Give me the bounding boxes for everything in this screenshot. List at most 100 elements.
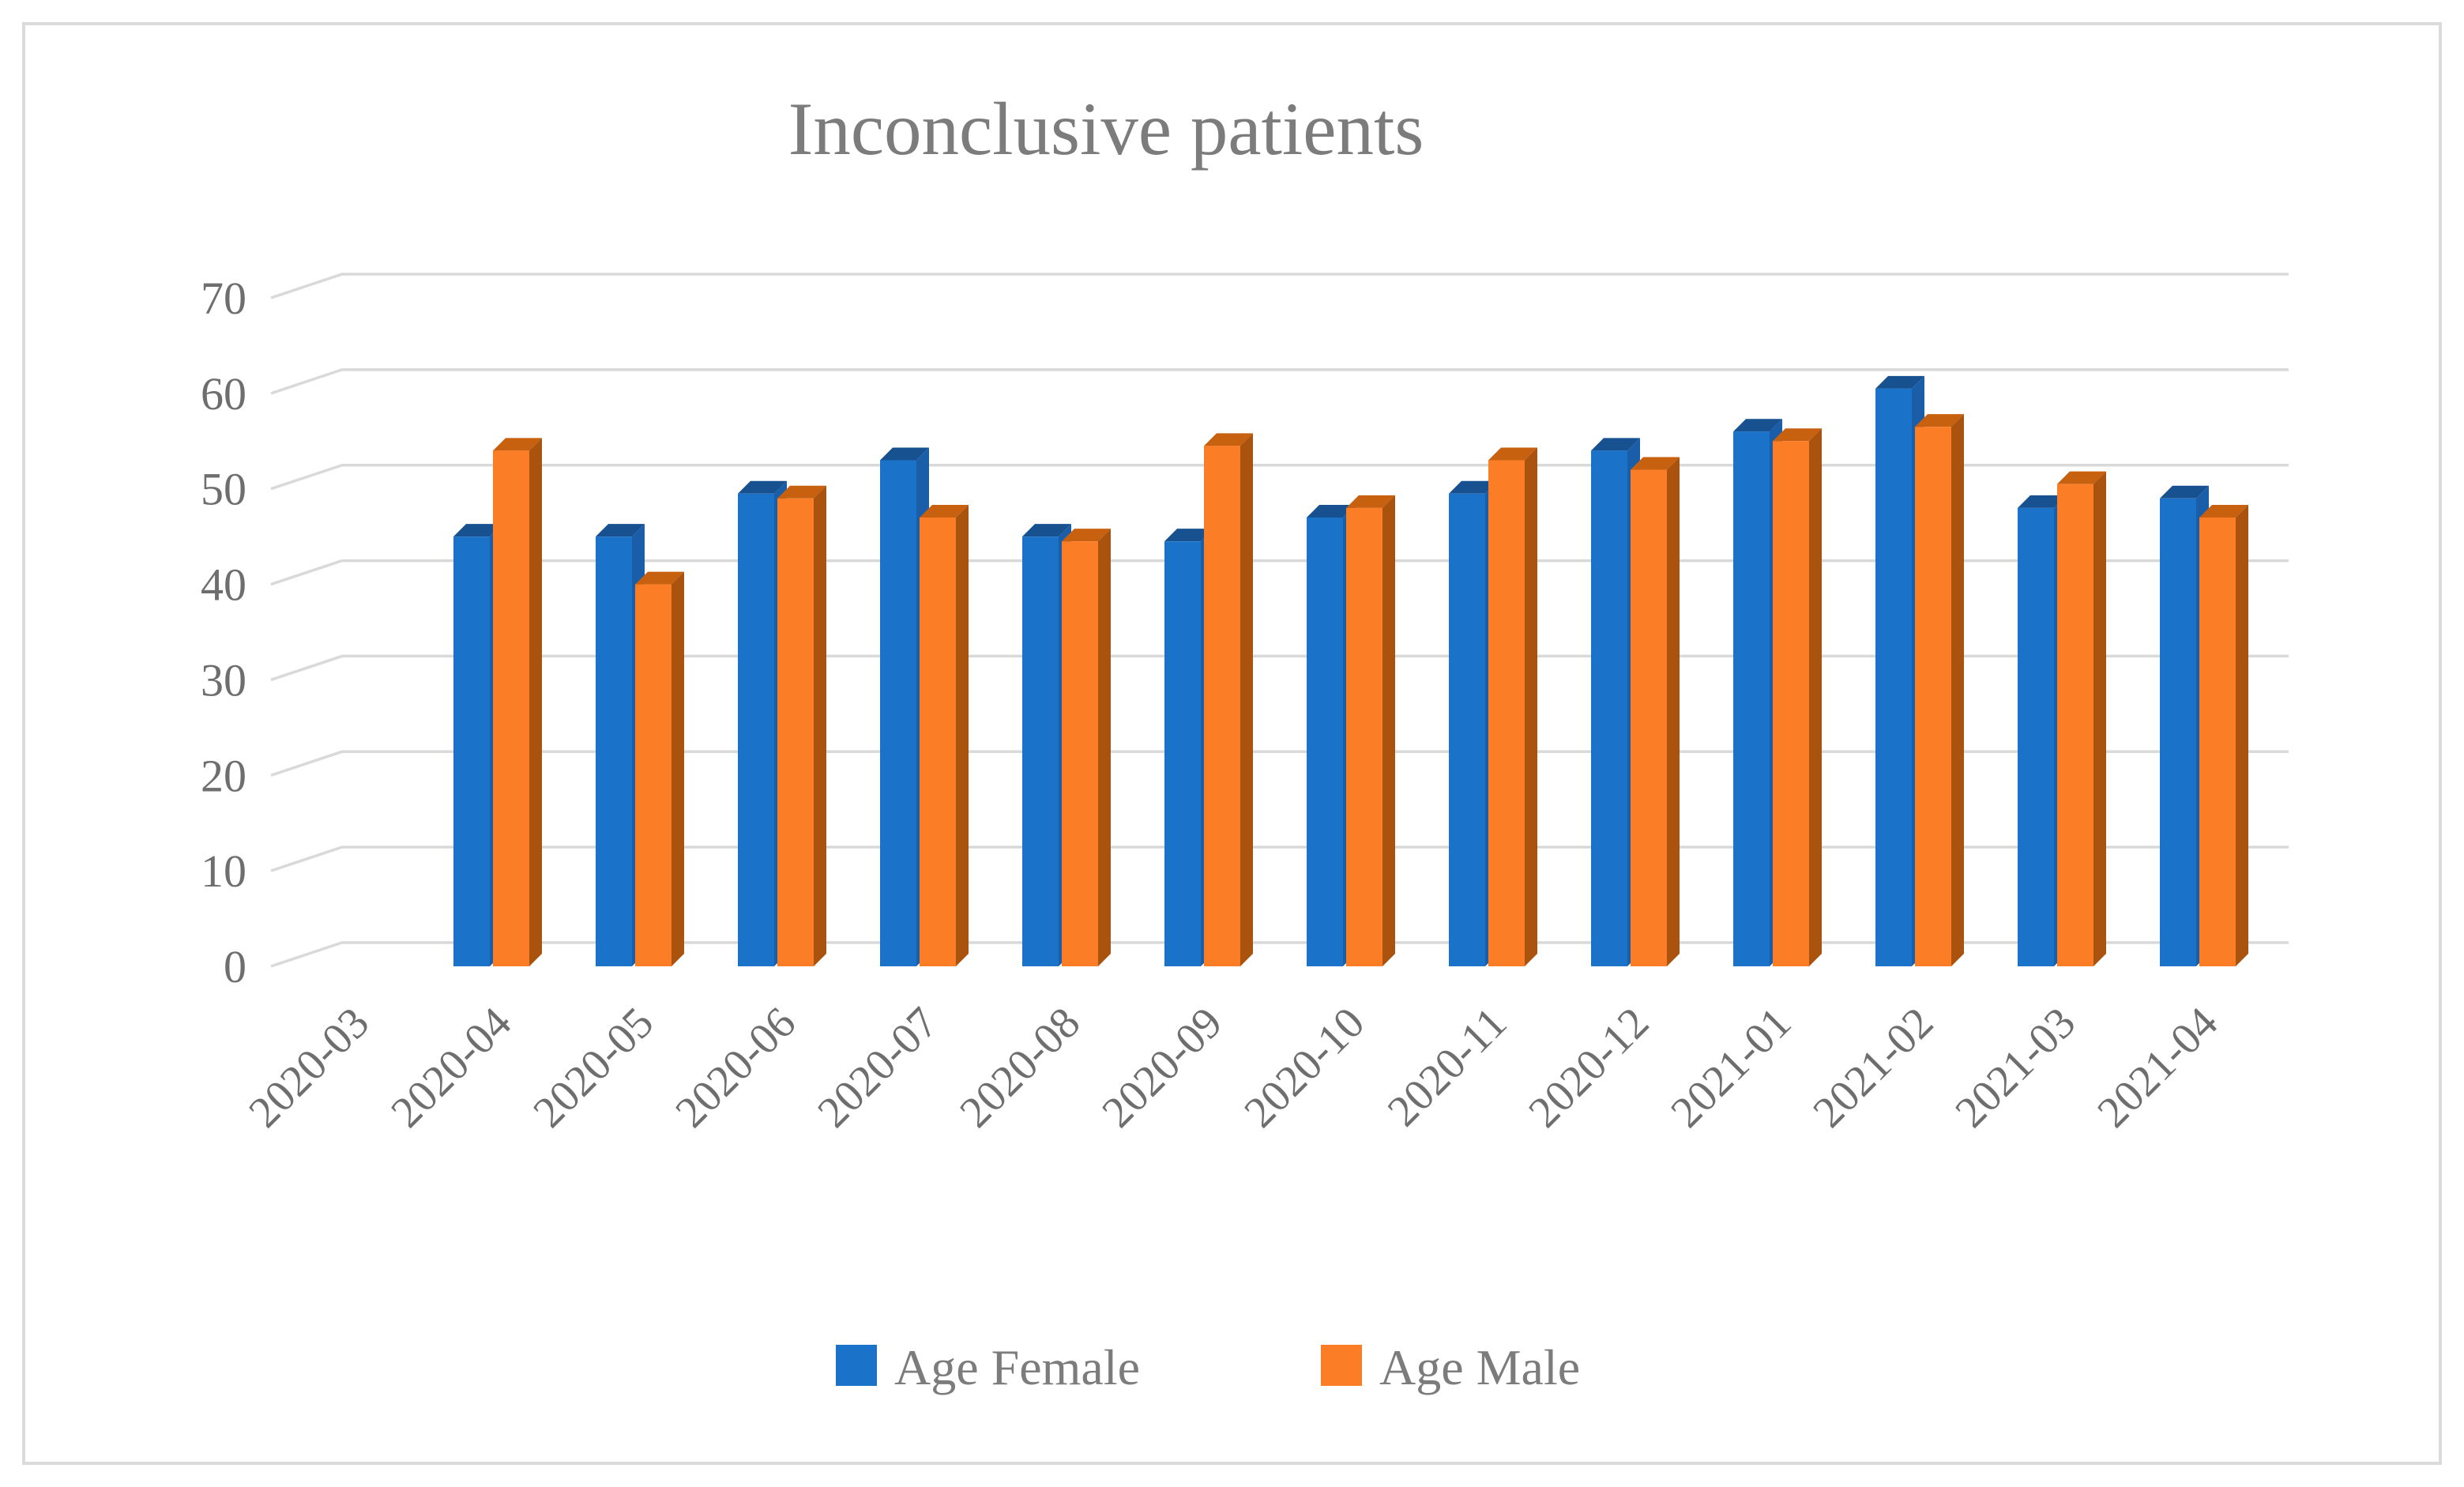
gridline [270,845,2289,872]
bar-top-face [493,438,542,451]
bar-age-male-2020-12 [1631,457,1680,966]
bar-top-face [1346,495,1395,508]
bar-age-male-2020-08 [1062,529,1111,966]
bar-age-male-2020-04 [493,438,542,966]
bar-top-face [1062,529,1111,542]
bar-age-male-2020-09 [1204,433,1253,966]
bar-front-face [777,498,814,966]
y-axis-tick-label: 20 [201,750,246,801]
bar-front-face [1773,441,1809,966]
x-axis-tick-label: 2020-09 [1093,998,1232,1137]
bar-top-face [596,524,645,537]
bar-front-face [1449,493,1485,966]
x-axis-tick-label: 2020-04 [382,998,521,1137]
bar-age-male-2020-06 [777,485,826,966]
y-axis-tick-label: 70 [201,273,246,324]
bar-front-face [1631,469,1667,966]
bar-side-face [814,485,826,966]
x-axis-tick-label: 2020-05 [524,998,663,1137]
gridline [270,559,2289,586]
bar-front-face [1488,460,1525,966]
gridline [270,750,2289,777]
bar-age-male-2021-03 [2057,471,2106,966]
bar-front-face [1591,450,1627,966]
bar-top-face [1733,419,1782,432]
bar-front-face [1307,517,1343,966]
bar-front-face [920,517,956,966]
bar-top-face [1164,529,1213,542]
legend-swatch-age-female [836,1345,877,1386]
legend-label-age-male: Age Male [1379,1339,1580,1395]
bar-top-face [1449,480,1498,494]
x-axis-tick-label: 2020-03 [239,998,378,1137]
bar-side-face [1240,433,1253,966]
bar-side-face [1098,529,1111,966]
bar-side-face [956,504,969,966]
y-axis-tick-label: 0 [224,941,246,992]
bar-age-male-2021-01 [1773,428,1822,966]
gridlines [270,273,2289,968]
bar-front-face [1204,446,1240,966]
bar-age-male-2021-04 [2199,504,2248,966]
bar-front-face [635,584,671,966]
bar-top-face [1488,447,1537,461]
bar-front-face [2057,484,2093,966]
bar-front-face [1915,427,1951,966]
x-axis-tick-label: 2021-02 [1804,998,1943,1137]
bar-top-face [2057,471,2106,484]
bar-top-face [1875,375,1924,389]
bar-side-face [1951,414,1964,966]
bar-top-face [1204,433,1253,446]
bar-age-male-2020-10 [1346,495,1395,966]
x-axis-tick-label: 2020-11 [1379,998,1516,1135]
y-axis-tick-label: 30 [201,654,246,706]
bar-top-face [453,524,502,537]
bar-front-face [2199,517,2236,966]
bar-top-face [920,504,969,518]
bars [453,375,2248,966]
x-axis-tick-label: 2020-07 [808,998,947,1137]
bar-front-face [596,536,632,966]
bar-front-face [738,493,774,966]
bar-front-face [493,450,529,966]
x-axis-tick-label: 2020-06 [666,998,805,1137]
bar-age-male-2020-05 [635,571,684,966]
bar-front-face [1733,431,1770,966]
bar-front-face [453,536,490,966]
bar-top-face [738,480,787,494]
y-axis-tick-label: 10 [201,845,246,897]
x-axis-tick-label: 2021-04 [2088,998,2227,1137]
bar-top-face [1631,457,1680,470]
bar-top-face [2160,485,2209,499]
bar-front-face [1062,541,1098,966]
bar-side-face [529,438,542,966]
x-axis-tick-label: 2020-08 [950,998,1089,1137]
bar-top-face [880,447,929,461]
gridline [270,463,2289,491]
bar-top-face [1307,504,1356,518]
bar-top-face [777,485,826,499]
bar-side-face [1809,428,1822,966]
bar-front-face [1022,536,1059,966]
bar-top-face [1915,414,1964,427]
bar-side-face [1382,495,1395,966]
bar-side-face [671,571,684,966]
x-axis-tick-label: 2020-10 [1235,998,1374,1137]
bar-front-face [2160,498,2196,966]
bar-top-face [2199,504,2248,518]
bar-top-face [2018,495,2067,508]
bar-front-face [1875,388,1912,966]
bar-front-face [2018,507,2054,966]
legend-swatch-age-male [1321,1345,1362,1386]
bar-age-male-2021-02 [1915,414,1964,966]
gridline [270,654,2289,682]
bar-top-face [1591,438,1640,451]
gridline [270,273,2289,299]
bar-side-face [1667,457,1680,966]
y-axis-tick-label: 60 [201,368,246,420]
x-axis-tick-label: 2021-03 [1946,998,2085,1137]
chart-title: Inconclusive patients [788,87,1424,171]
figure-border [22,22,2442,1465]
